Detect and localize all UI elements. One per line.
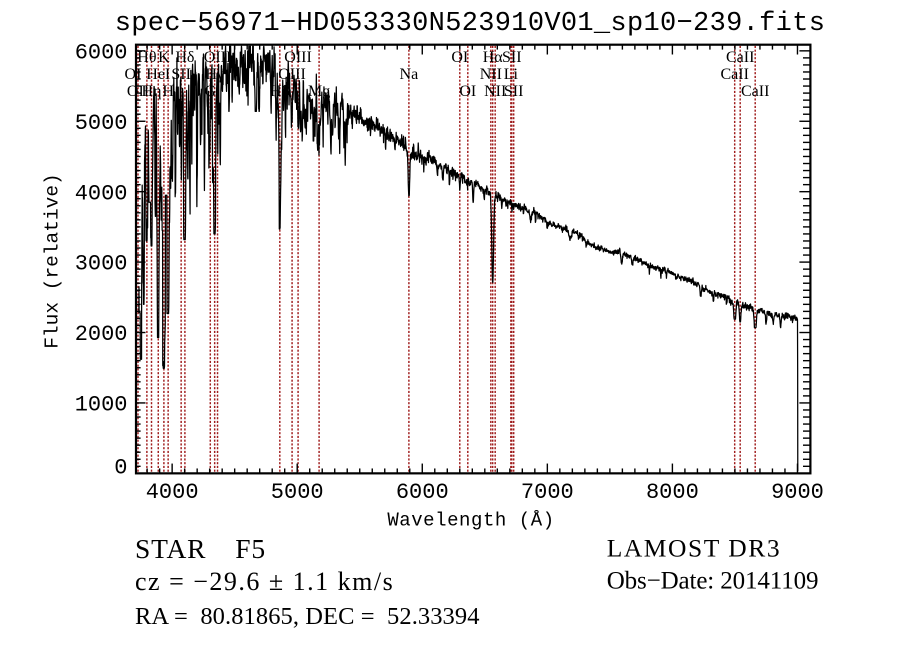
svg-text:Na: Na (400, 66, 419, 83)
svg-text:G: G (205, 83, 217, 100)
svg-text:OI: OI (125, 66, 142, 83)
svg-text:F5: F5 (235, 533, 266, 564)
svg-text:4000: 4000 (75, 181, 128, 206)
svg-text:5000: 5000 (271, 480, 324, 505)
svg-text:5000: 5000 (75, 111, 128, 136)
svg-text:OIII: OIII (204, 49, 232, 66)
svg-text:4000: 4000 (146, 480, 199, 505)
svg-text:OI: OI (459, 83, 476, 100)
svg-text:Obs−Date: 20141109: Obs−Date: 20141109 (607, 567, 819, 594)
svg-text:3000: 3000 (75, 252, 128, 277)
svg-text:SII: SII (171, 66, 191, 83)
svg-text:H: H (162, 83, 174, 100)
svg-text:Hη: Hη (142, 83, 162, 100)
svg-text:CaII: CaII (726, 49, 754, 66)
svg-text:8000: 8000 (646, 480, 699, 505)
svg-text:Hδ: Hδ (175, 49, 194, 66)
svg-text:0: 0 (114, 455, 127, 480)
svg-text:NII: NII (480, 66, 502, 83)
svg-text:Hθ: Hθ (137, 49, 156, 66)
svg-text:Hγ: Hγ (205, 66, 224, 83)
svg-text:OII: OII (127, 83, 149, 100)
svg-text:Flux (relative): Flux (relative) (42, 173, 64, 349)
svg-text:Hα: Hα (483, 49, 504, 66)
svg-text:CaII: CaII (720, 66, 748, 83)
svg-text:spec−56971−HD053330N523910V01_: spec−56971−HD053330N523910V01_sp10−239.f… (115, 9, 825, 39)
svg-text:1000: 1000 (75, 393, 128, 418)
svg-text:K: K (158, 49, 170, 66)
svg-text:cz = −29.6 ± 1.1 km/s: cz = −29.6 ± 1.1 km/s (135, 567, 394, 596)
svg-text:6000: 6000 (396, 480, 449, 505)
svg-text:RA = 80.81865, DEC = 52.3339: RA = 80.81865, DEC = 52.33394 (135, 603, 480, 630)
svg-text:OIII: OIII (284, 49, 312, 66)
svg-text:SII: SII (504, 83, 524, 100)
svg-text:Li: Li (504, 66, 519, 83)
svg-text:OIII: OIII (278, 66, 306, 83)
svg-text:6000: 6000 (75, 40, 128, 65)
svg-text:Hβ: Hβ (270, 83, 290, 100)
svg-text:9000: 9000 (771, 480, 824, 505)
svg-text:HeI: HeI (146, 66, 170, 83)
svg-text:Wavelength (Å): Wavelength (Å) (387, 509, 554, 531)
svg-text:OI: OI (451, 49, 468, 66)
svg-text:Mg: Mg (308, 83, 330, 100)
svg-text:CaII: CaII (741, 83, 769, 100)
svg-text:LAMOST DR3: LAMOST DR3 (607, 533, 781, 562)
svg-text:NII: NII (484, 83, 506, 100)
svg-text:7000: 7000 (521, 480, 574, 505)
svg-text:STAR: STAR (135, 533, 206, 564)
svg-text:SII: SII (502, 49, 522, 66)
svg-text:2000: 2000 (75, 322, 128, 347)
